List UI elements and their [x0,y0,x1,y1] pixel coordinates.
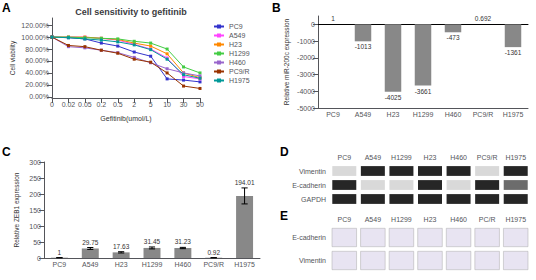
svg-text:E-cadherin: E-cadherin [292,234,326,241]
svg-text:150: 150 [29,207,41,214]
svg-text:PC9: PC9 [337,154,351,161]
svg-text:Relative miR-200c expression: Relative miR-200c expression [283,18,291,105]
svg-text:GAPDH: GAPDH [301,196,326,203]
svg-text:100.00%: 100.00% [21,34,49,41]
svg-text:17.63: 17.63 [113,243,130,250]
svg-text:H1299: H1299 [391,154,412,161]
svg-text:H460: H460 [445,111,462,118]
svg-text:A549: A549 [229,32,245,39]
svg-text:40.00%: 40.00% [25,69,49,76]
svg-text:E-cadherin: E-cadherin [292,182,326,189]
svg-text:H23: H23 [229,41,242,48]
svg-text:-4000: -4000 [297,88,315,95]
svg-text:-3000: -3000 [297,71,315,78]
svg-text:0: 0 [50,101,54,108]
svg-text:H1299: H1299 [391,216,412,223]
svg-text:H1975: H1975 [505,216,526,223]
svg-text:H460: H460 [229,59,246,66]
svg-text:5: 5 [149,101,153,108]
svg-text:PC9: PC9 [53,261,67,268]
svg-text:PC9/R: PC9/R [473,111,494,118]
svg-text:0.05: 0.05 [78,101,92,108]
svg-text:194.01: 194.01 [235,179,255,186]
svg-text:Vimentin: Vimentin [299,168,326,175]
svg-text:H460: H460 [450,216,467,223]
svg-text:0.692: 0.692 [475,15,492,22]
svg-text:H1975: H1975 [503,111,524,118]
svg-text:Gefitinib(umol/L): Gefitinib(umol/L) [100,115,151,123]
svg-text:PC9/R: PC9/R [477,154,498,161]
svg-text:-3661: -3661 [415,88,432,95]
svg-text:A549: A549 [365,216,381,223]
svg-text:2: 2 [132,101,136,108]
svg-text:H23: H23 [115,261,128,268]
svg-text:50: 50 [196,101,204,108]
svg-text:-5000: -5000 [297,105,315,112]
svg-text:H1975: H1975 [229,77,250,84]
svg-text:0.00%: 0.00% [29,93,49,100]
svg-text:PC9: PC9 [337,216,351,223]
svg-text:0.5: 0.5 [113,101,123,108]
svg-text:-4025: -4025 [385,94,402,101]
svg-text:60.00%: 60.00% [25,57,49,64]
svg-text:H23: H23 [387,111,400,118]
svg-text:-1013: -1013 [355,43,372,50]
svg-text:H1975: H1975 [234,261,255,268]
svg-text:0.02: 0.02 [62,101,76,108]
svg-text:PC9: PC9 [229,23,243,30]
svg-text:120.00%: 120.00% [21,22,49,29]
svg-text:H1299: H1299 [413,111,434,118]
svg-text:300: 300 [29,159,41,166]
svg-text:H1299: H1299 [229,50,250,57]
svg-text:A549: A549 [82,261,98,268]
svg-text:20.00%: 20.00% [25,81,49,88]
svg-text:PC9/R: PC9/R [203,261,224,268]
svg-text:H23: H23 [424,216,437,223]
svg-text:0: 0 [311,21,315,28]
svg-text:1: 1 [58,249,62,256]
svg-text:Cell viability: Cell viability [9,40,17,75]
svg-text:0.92: 0.92 [207,249,220,256]
svg-text:H460: H460 [450,154,467,161]
svg-text:100: 100 [29,223,41,230]
svg-text:A549: A549 [365,154,381,161]
svg-text:0.2: 0.2 [96,101,106,108]
svg-text:30: 30 [180,101,188,108]
svg-text:H23: H23 [424,154,437,161]
svg-text:E: E [280,209,288,223]
svg-text:250: 250 [29,175,41,182]
svg-text:29.75: 29.75 [82,239,99,246]
svg-text:H1299: H1299 [142,261,163,268]
svg-text:31.45: 31.45 [144,238,161,245]
svg-text:31.23: 31.23 [175,238,192,245]
svg-text:-1000: -1000 [297,38,315,45]
svg-text:-2000: -2000 [297,54,315,61]
svg-text:D: D [280,145,289,159]
svg-text:50: 50 [33,239,41,246]
svg-text:H1975: H1975 [505,154,526,161]
svg-text:H460: H460 [174,261,191,268]
svg-text:Cell sensitivity to gefitinib: Cell sensitivity to gefitinib [75,7,187,17]
svg-text:1: 1 [331,15,335,22]
svg-text:C: C [2,145,11,159]
svg-text:80.00%: 80.00% [25,46,49,53]
svg-text:Relative ZEB1 expression: Relative ZEB1 expression [13,172,21,247]
svg-text:PC9/R: PC9/R [229,68,250,75]
svg-text:-1361: -1361 [505,49,522,56]
svg-text:-473: -473 [446,34,459,41]
svg-text:Vimentin: Vimentin [299,257,326,264]
svg-text:200: 200 [29,191,41,198]
svg-text:A549: A549 [355,111,371,118]
svg-text:0: 0 [37,255,41,262]
svg-text:PC/R: PC/R [479,216,496,223]
svg-text:PC9: PC9 [326,111,340,118]
svg-text:10: 10 [163,101,171,108]
svg-text:B: B [272,1,281,15]
svg-text:A: A [2,1,11,15]
